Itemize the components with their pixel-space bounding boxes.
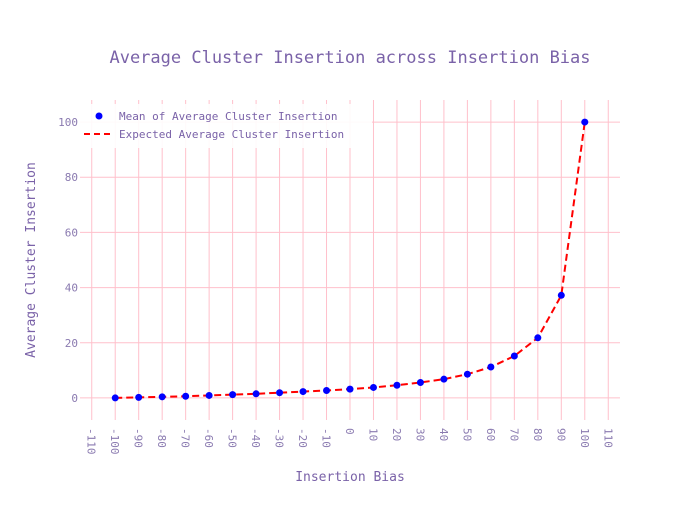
series-layer: [111, 118, 589, 402]
x-tick-label: -50: [226, 428, 239, 448]
x-tick-label: -10: [320, 428, 333, 448]
legend[interactable]: Mean of Average Cluster Insertion Expect…: [84, 110, 344, 141]
y-tick-label: 100: [58, 116, 78, 129]
data-point-mean[interactable]: [158, 393, 166, 401]
legend-label-expected: Expected Average Cluster Insertion: [119, 128, 344, 141]
x-tick-label: 110: [601, 428, 614, 448]
data-point-mean[interactable]: [416, 378, 424, 386]
data-point-mean[interactable]: [205, 391, 213, 399]
data-point-mean[interactable]: [135, 393, 143, 401]
data-point-mean[interactable]: [299, 388, 307, 396]
y-tick-label: 60: [65, 226, 78, 239]
chart-title: Average Cluster Insertion across Inserti…: [109, 48, 590, 68]
data-point-mean[interactable]: [557, 291, 565, 299]
data-point-mean[interactable]: [487, 363, 495, 371]
data-point-mean[interactable]: [440, 375, 448, 383]
legend-box: [80, 104, 372, 148]
x-tick-label: -70: [179, 428, 192, 448]
x-tick-label: -20: [296, 428, 309, 448]
data-point-mean[interactable]: [510, 352, 518, 360]
data-point-mean[interactable]: [252, 390, 260, 398]
grid-layer: [80, 100, 620, 420]
y-tick-label: 20: [65, 337, 78, 350]
data-point-mean[interactable]: [534, 334, 542, 342]
x-tick-label: 80: [531, 428, 544, 441]
x-tick-label: 40: [437, 428, 450, 441]
x-tick-label: -60: [202, 428, 215, 448]
data-point-mean[interactable]: [463, 370, 471, 378]
x-tick-label: 20: [390, 428, 403, 441]
x-tick-label: -30: [273, 428, 286, 448]
legend-item-expected[interactable]: Expected Average Cluster Insertion: [84, 128, 344, 141]
data-point-mean[interactable]: [393, 381, 401, 389]
x-tick-label: -90: [132, 428, 145, 448]
data-point-mean[interactable]: [276, 389, 284, 397]
x-tick-label: 30: [413, 428, 426, 441]
x-tick-label: 100: [578, 428, 591, 448]
x-axis-title: Insertion Bias: [295, 470, 405, 485]
data-point-mean[interactable]: [182, 392, 190, 400]
legend-marker-mean: [95, 112, 103, 120]
x-tick-label: 10: [366, 428, 379, 441]
legend-item-mean[interactable]: Mean of Average Cluster Insertion: [95, 110, 338, 123]
x-tick-label: 70: [507, 428, 520, 441]
data-point-mean[interactable]: [369, 383, 377, 391]
data-point-mean[interactable]: [229, 391, 237, 399]
legend-background: [80, 104, 372, 148]
data-point-mean[interactable]: [111, 394, 119, 402]
legend-label-mean: Mean of Average Cluster Insertion: [119, 110, 338, 123]
tick-labels: -110 -100 -90 -80 -70 -60 -50 -40 -30 -20 -10 0 10 20…: [58, 116, 614, 454]
data-point-mean[interactable]: [346, 385, 354, 393]
y-tick-label: 40: [65, 282, 78, 295]
data-point-mean[interactable]: [323, 386, 331, 394]
x-tick-label: 0: [343, 428, 356, 435]
y-tick-label: 0: [71, 392, 78, 405]
x-tick-label: -40: [249, 428, 262, 448]
x-tick-label: 50: [460, 428, 473, 441]
x-tick-label: -100: [108, 428, 121, 455]
x-tick-label: 90: [554, 428, 567, 441]
y-tick-label: 80: [65, 171, 78, 184]
x-tick-label: -110: [85, 428, 98, 455]
data-point-mean[interactable]: [581, 118, 589, 126]
x-tick-label: 60: [484, 428, 497, 441]
y-axis-title: Average Cluster Insertion: [24, 162, 39, 358]
x-tick-label: -80: [155, 428, 168, 448]
